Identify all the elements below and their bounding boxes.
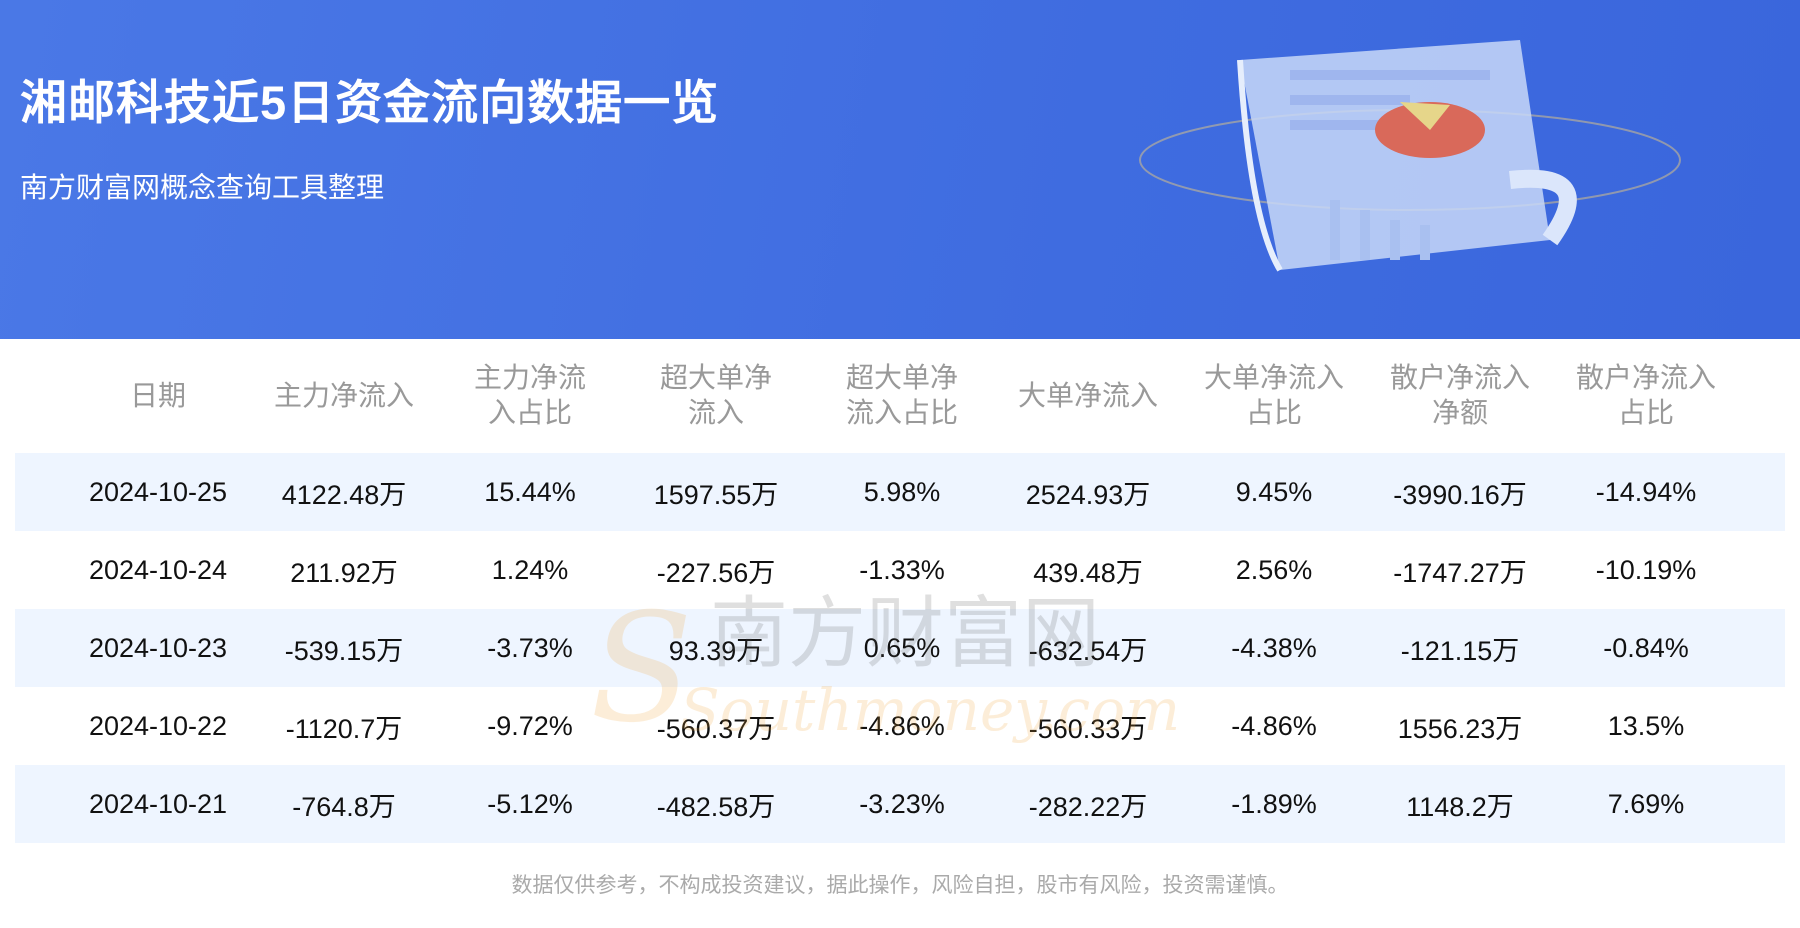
- table-cell: 211.92万: [290, 557, 398, 588]
- table-cell: -1747.27万: [1393, 557, 1527, 588]
- table-cell: -14.94%: [1595, 476, 1697, 507]
- table-cell: -632.54万: [1028, 635, 1148, 666]
- report-illustration-icon: [1139, 40, 1681, 272]
- table-cell: -3.73%: [487, 632, 573, 663]
- table-row: 2024-10-25 4122.48万 15.44% 1597.55万 5.98% 252…: [15, 453, 1785, 531]
- table-cell: 2.56%: [1235, 554, 1313, 585]
- table-cell: -227.56万: [656, 557, 776, 588]
- table-cell: -539.15万: [284, 635, 404, 666]
- table-cell: 1148.2万: [1406, 791, 1514, 822]
- table-cell: -4.86%: [859, 710, 945, 741]
- table-cell: 2024-10-21: [88, 788, 228, 819]
- table-row: 2024-10-24 211.92万 1.24% -227.56万 -1.33% 439.…: [15, 531, 1785, 609]
- table-cell: -560.37万: [656, 713, 776, 744]
- table-cell: 13.5%: [1607, 710, 1685, 741]
- table-cell: -0.84%: [1603, 632, 1689, 663]
- column-header: 散户净流入占比: [1575, 362, 1716, 428]
- table-cell: 2024-10-23: [88, 632, 228, 663]
- column-header: 超大单净流入: [659, 362, 772, 428]
- table-cell: -121.15万: [1400, 635, 1520, 666]
- table-cell: 9.45%: [1235, 476, 1313, 507]
- table-row: 2024-10-22 -1120.7万 -9.72% -560.37万 -4.86% -5…: [15, 687, 1785, 765]
- table-cell: 15.44%: [484, 476, 576, 507]
- table-cell: -1.89%: [1231, 788, 1317, 819]
- table-cell: 7.69%: [1607, 788, 1685, 819]
- table-cell: -9.72%: [487, 710, 573, 741]
- page-subtitle: 南方财富网概念查询工具整理: [20, 172, 385, 203]
- table-cell: -764.8万: [292, 791, 396, 822]
- table-cell: 2024-10-22: [88, 710, 228, 741]
- table-cell: -1120.7万: [285, 713, 403, 744]
- table-cell: -560.33万: [1028, 713, 1148, 744]
- column-header: 主力净流入: [273, 379, 414, 411]
- table-cell: -4.86%: [1231, 710, 1317, 741]
- table-cell: -482.58万: [656, 791, 776, 822]
- disclaimer: 数据仅供参考，不构成投资建议，据此操作，风险自担，股市有风险，投资需谨慎。: [511, 874, 1289, 897]
- table-cell: 1597.55万: [653, 479, 779, 510]
- table-row: 2024-10-23 -539.15万 -3.73% 93.39万 0.65% -632.…: [15, 609, 1785, 687]
- column-header: 超大单净流入占比: [845, 362, 958, 428]
- table-cell: 2524.93万: [1025, 479, 1151, 510]
- header-banner: 湘邮科技近5日资金流向数据一览 南方财富网概念查询工具整理: [0, 0, 1800, 339]
- table-cell: 5.98%: [863, 476, 941, 507]
- table-cell: -3990.16万: [1393, 479, 1527, 510]
- column-header: 日期: [129, 379, 186, 411]
- table-cell: -10.19%: [1595, 554, 1697, 585]
- column-header: 主力净流入占比: [473, 362, 586, 428]
- table-cell: -4.38%: [1231, 632, 1317, 663]
- table-cell: 93.39万: [668, 635, 764, 666]
- table-cell: 0.65%: [863, 632, 941, 663]
- page-title: 湘邮科技近5日资金流向数据一览: [20, 76, 720, 129]
- table-body: 2024-10-25 4122.48万 15.44% 1597.55万 5.98% 252…: [15, 453, 1785, 843]
- table-cell: 1556.23万: [1397, 713, 1523, 744]
- table-cell: 2024-10-24: [88, 554, 228, 585]
- table-cell: 2024-10-25: [88, 476, 228, 507]
- table-cell: 439.48万: [1033, 557, 1143, 588]
- table-cell: -1.33%: [859, 554, 945, 585]
- table-cell: -5.12%: [487, 788, 573, 819]
- table-cell: 1.24%: [491, 554, 569, 585]
- table-cell: -282.22万: [1028, 791, 1148, 822]
- column-header: 散户净流入净额: [1389, 362, 1530, 428]
- column-header: 大单净流入占比: [1203, 362, 1344, 428]
- column-header: 大单净流入: [1017, 379, 1158, 411]
- table-cell: -3.23%: [859, 788, 945, 819]
- table-header: 日期 主力净流入 主力净流入占比 超大单净流入 超大单净流入占比 大单净流入 大…: [65, 355, 1739, 435]
- table-cell: 4122.48万: [281, 479, 407, 510]
- table-row: 2024-10-21 -764.8万 -5.12% -482.58万 -3.23% -28…: [15, 765, 1785, 843]
